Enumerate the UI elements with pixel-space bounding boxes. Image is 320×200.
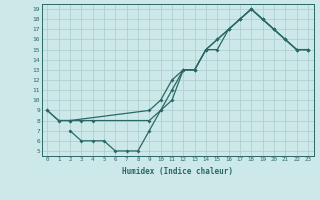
X-axis label: Humidex (Indice chaleur): Humidex (Indice chaleur) — [122, 167, 233, 176]
